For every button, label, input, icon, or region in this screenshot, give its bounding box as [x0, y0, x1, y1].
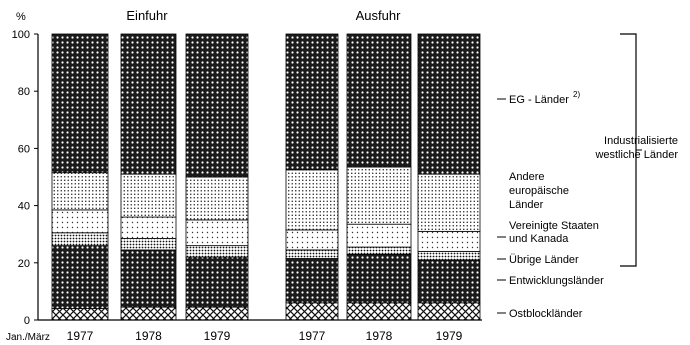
y-tick-label: 100: [12, 29, 30, 41]
bar-segment-3-bar-4: [285, 249, 339, 259]
bar-segment-3-bar-5: [346, 246, 412, 255]
bar-segment-4-bar-1: [51, 209, 109, 234]
bar-segment-6-bar-2: [120, 33, 177, 175]
bar-segment-1-bar-4: [285, 302, 339, 321]
x-tick-label: 1977: [299, 329, 326, 343]
x-tick-label: 1977: [67, 329, 94, 343]
bracket-label-1: Industrialisierte: [604, 135, 678, 147]
bar-segment-5-bar-3: [185, 176, 249, 221]
bar-segment-2-bar-5: [346, 253, 412, 304]
legend-label-entw: Entwicklungsländer: [509, 275, 604, 287]
bracket-label-2: westliche Länder: [594, 149, 678, 161]
legend-label-usa-1: Vereinigte Staaten: [509, 220, 599, 232]
bar-segment-3-bar-1: [51, 232, 109, 247]
bar-segment-4-bar-2: [120, 216, 177, 239]
bar-segment-6-bar-6: [417, 33, 481, 175]
y-axis: 0 20 40 60 80 100: [12, 29, 482, 327]
bar-segment-5-bar-2: [120, 173, 177, 218]
bars: [51, 33, 481, 321]
bar-segment-3-bar-2: [120, 238, 177, 251]
y-unit-label: %: [16, 11, 26, 23]
x-tick-label: 1978: [135, 329, 162, 343]
legend-label-andere-3: Länder: [509, 199, 544, 211]
legend-label-usa-2: und Kanada: [509, 233, 569, 245]
bar-segment-4-bar-6: [417, 230, 481, 252]
legend-eg: EG - Länder 2): [497, 90, 580, 106]
y-tick-label: 80: [18, 86, 30, 98]
bar-segment-1-bar-6: [417, 302, 481, 321]
bar-segment-1-bar-1: [51, 308, 109, 321]
bar-segment-1-bar-2: [120, 306, 177, 321]
legend-label-ost: Ostblockländer: [509, 308, 583, 320]
legend-uebrige: Übrige Länder: [497, 254, 579, 266]
bar-segment-4-bar-3: [185, 219, 249, 247]
bar-segment-2-bar-3: [185, 256, 249, 308]
y-tick-label: 0: [24, 315, 30, 327]
legend-usa: Vereinigte Staaten und Kanada: [497, 220, 599, 245]
y-tick-label: 40: [18, 201, 30, 213]
bar-segment-3-bar-3: [185, 245, 249, 258]
bar-segment-2-bar-4: [285, 258, 339, 304]
legend-entw: Entwicklungsländer: [497, 275, 604, 287]
x-tick-labels: 1977 1978 1979 1977 1978 1979: [67, 329, 463, 343]
legend-label-andere-2: europäische: [509, 185, 569, 197]
legend-andere: Andere europäische Länder: [509, 171, 569, 211]
legend-label-andere-1: Andere: [509, 171, 544, 183]
legend-label-eg-sup: 2): [573, 90, 580, 99]
bar-segment-1-bar-3: [185, 306, 249, 321]
bar-segment-6-bar-4: [285, 33, 339, 171]
bar-segment-5-bar-4: [285, 169, 339, 231]
bar-segment-3-bar-6: [417, 250, 481, 261]
legend-ost: Ostblockländer: [497, 308, 583, 320]
x-tick-label: 1979: [204, 329, 231, 343]
y-tick-label: 60: [18, 143, 30, 155]
bar-segment-2-bar-6: [417, 259, 481, 304]
group-label-einfuhr: Einfuhr: [126, 8, 168, 23]
group-label-ausfuhr: Ausfuhr: [356, 8, 401, 23]
bar-segment-4-bar-4: [285, 229, 339, 251]
x-axis-prefix: Jan./März: [6, 332, 50, 343]
bar-segment-1-bar-5: [346, 302, 412, 321]
x-tick-label: 1979: [436, 329, 463, 343]
y-tick-label: 20: [18, 258, 30, 270]
bar-segment-5-bar-6: [417, 173, 481, 232]
bar-segment-2-bar-1: [51, 245, 109, 309]
bar-segment-6-bar-3: [185, 33, 249, 178]
bar-segment-6-bar-1: [51, 33, 109, 174]
bar-segment-6-bar-5: [346, 33, 412, 168]
x-tick-label: 1978: [366, 329, 393, 343]
legend-label-eg: EG - Länder: [509, 94, 569, 106]
bar-segment-2-bar-2: [120, 249, 177, 308]
legend-label-uebrige: Übrige Länder: [509, 254, 579, 266]
bar-segment-5-bar-1: [51, 172, 109, 211]
bar-segment-4-bar-5: [346, 223, 412, 248]
bar-segment-5-bar-5: [346, 166, 412, 225]
